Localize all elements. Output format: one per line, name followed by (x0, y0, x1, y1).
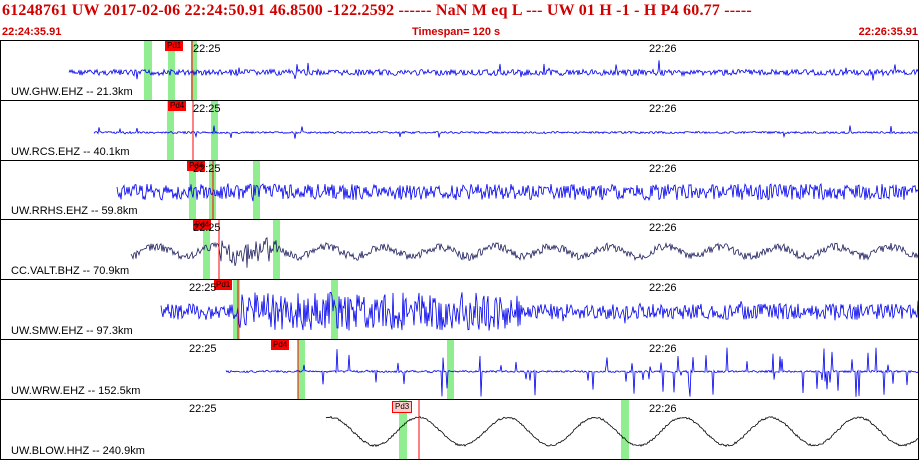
phase-marker (203, 220, 210, 279)
waveform-trace (68, 60, 918, 81)
phase-marker (167, 101, 174, 160)
trace-panel-wrw[interactable]: Pd4 22:25 22:26 UW.WRW.EHZ -- 152.5km (0, 339, 919, 400)
trace-plot-blow (325, 400, 918, 459)
tick-label-2225-wrw: 22:25 (189, 343, 217, 355)
station-label-rrhs: UW.RRHS.EHZ -- 59.8km (11, 205, 138, 217)
pick-label-rrhs[interactable]: Pd4 (187, 161, 206, 171)
phase-marker (144, 41, 152, 100)
timespan-label: Timespan= 120 s (412, 26, 501, 38)
pick-label-ghw[interactable]: Pd1 (165, 41, 184, 51)
trace-plot-ghw (68, 41, 918, 100)
tick-label-2226-rcs: 22:26 (649, 103, 677, 115)
tick-label-2226-rrhs: 22:26 (649, 163, 677, 175)
phase-marker (233, 280, 240, 339)
trace-plot-wrw (225, 340, 918, 399)
waveform-trace (93, 125, 918, 139)
trace-panel-valt[interactable]: Pd4 22:25 22:26 CC.VALT.BHZ -- 70.9km (0, 219, 919, 280)
phase-marker (191, 41, 197, 100)
trace-plot-rrhs (116, 161, 918, 219)
waveform-trace (325, 415, 918, 448)
phase-marker (621, 400, 629, 459)
tick-label-2225-rcs: 22:25 (193, 103, 221, 115)
tick-label-2226-blow: 22:26 (649, 403, 677, 415)
phase-marker (399, 400, 407, 459)
pick-label-valt[interactable]: Pd4 (193, 220, 212, 230)
tick-label-2226-smw: 22:26 (649, 282, 677, 294)
phase-marker (189, 161, 196, 219)
waveform-trace (225, 347, 918, 397)
seismogram-panels: Pd1 22:25 22:26 UW.GHW.EHZ -- 21.3km Pd4… (0, 40, 920, 460)
waveform-trace (116, 182, 918, 202)
station-label-valt: CC.VALT.BHZ -- 70.9km (11, 265, 130, 277)
trace-panel-rrhs[interactable]: Pd4 22:25 22:26 UW.RRHS.EHZ -- 59.8km (0, 160, 919, 220)
start-time-label: 22:24:35.91 (2, 26, 62, 38)
tick-label-2225-rrhs: 22:25 (193, 163, 221, 175)
trace-panel-blow[interactable]: Pd3 22:25 22:26 UW.BLOW.HHZ -- 240.9km (0, 399, 919, 460)
tick-label-2226-ghw: 22:26 (649, 43, 677, 55)
waveform-trace (130, 237, 918, 268)
tick-label-2225-blow: 22:25 (189, 403, 217, 415)
trace-panel-ghw[interactable]: Pd1 22:25 22:26 UW.GHW.EHZ -- 21.3km (0, 40, 919, 101)
trace-panel-rcs[interactable]: Pd4 22:25 22:26 UW.RCS.EHZ -- 40.1km (0, 100, 919, 161)
header-bar: 61248761 UW 2017-02-06 22:24:50.91 46.85… (0, 0, 920, 24)
waveform-trace (160, 291, 918, 331)
trace-plot-valt (130, 220, 918, 279)
tick-label-2225-smw: 22:25 (189, 282, 217, 294)
pick-label-rcs[interactable]: Pd4 (168, 101, 187, 111)
trace-plot-smw (160, 280, 918, 339)
trace-plot-rcs (93, 101, 918, 160)
station-label-ghw: UW.GHW.EHZ -- 21.3km (11, 86, 133, 98)
station-label-wrw: UW.WRW.EHZ -- 152.5km (11, 385, 141, 397)
tick-label-2226-valt: 22:26 (649, 222, 677, 234)
pick-label-blow[interactable]: Pd3 (392, 401, 413, 413)
station-label-blow: UW.BLOW.HHZ -- 240.9km (11, 445, 145, 457)
phase-marker (447, 340, 454, 399)
station-label-rcs: UW.RCS.EHZ -- 40.1km (11, 146, 130, 158)
phase-marker (253, 161, 260, 219)
tick-label-2225-ghw: 22:25 (193, 43, 221, 55)
pick-label-smw[interactable]: Pd1 (214, 280, 233, 290)
phase-marker (331, 280, 338, 339)
phase-marker (298, 340, 305, 399)
tick-label-2226-wrw: 22:26 (649, 343, 677, 355)
pick-label-wrw[interactable]: Pd4 (271, 340, 290, 350)
end-time-label: 22:26:35.91 (858, 26, 918, 38)
event-title: 61248761 UW 2017-02-06 22:24:50.91 46.85… (2, 2, 752, 19)
station-label-smw: UW.SMW.EHZ -- 97.3km (11, 325, 133, 337)
tick-label-2225-valt: 22:25 (193, 222, 221, 234)
trace-panel-smw[interactable]: Pd1 22:25 22:26 UW.SMW.EHZ -- 97.3km (0, 279, 919, 340)
